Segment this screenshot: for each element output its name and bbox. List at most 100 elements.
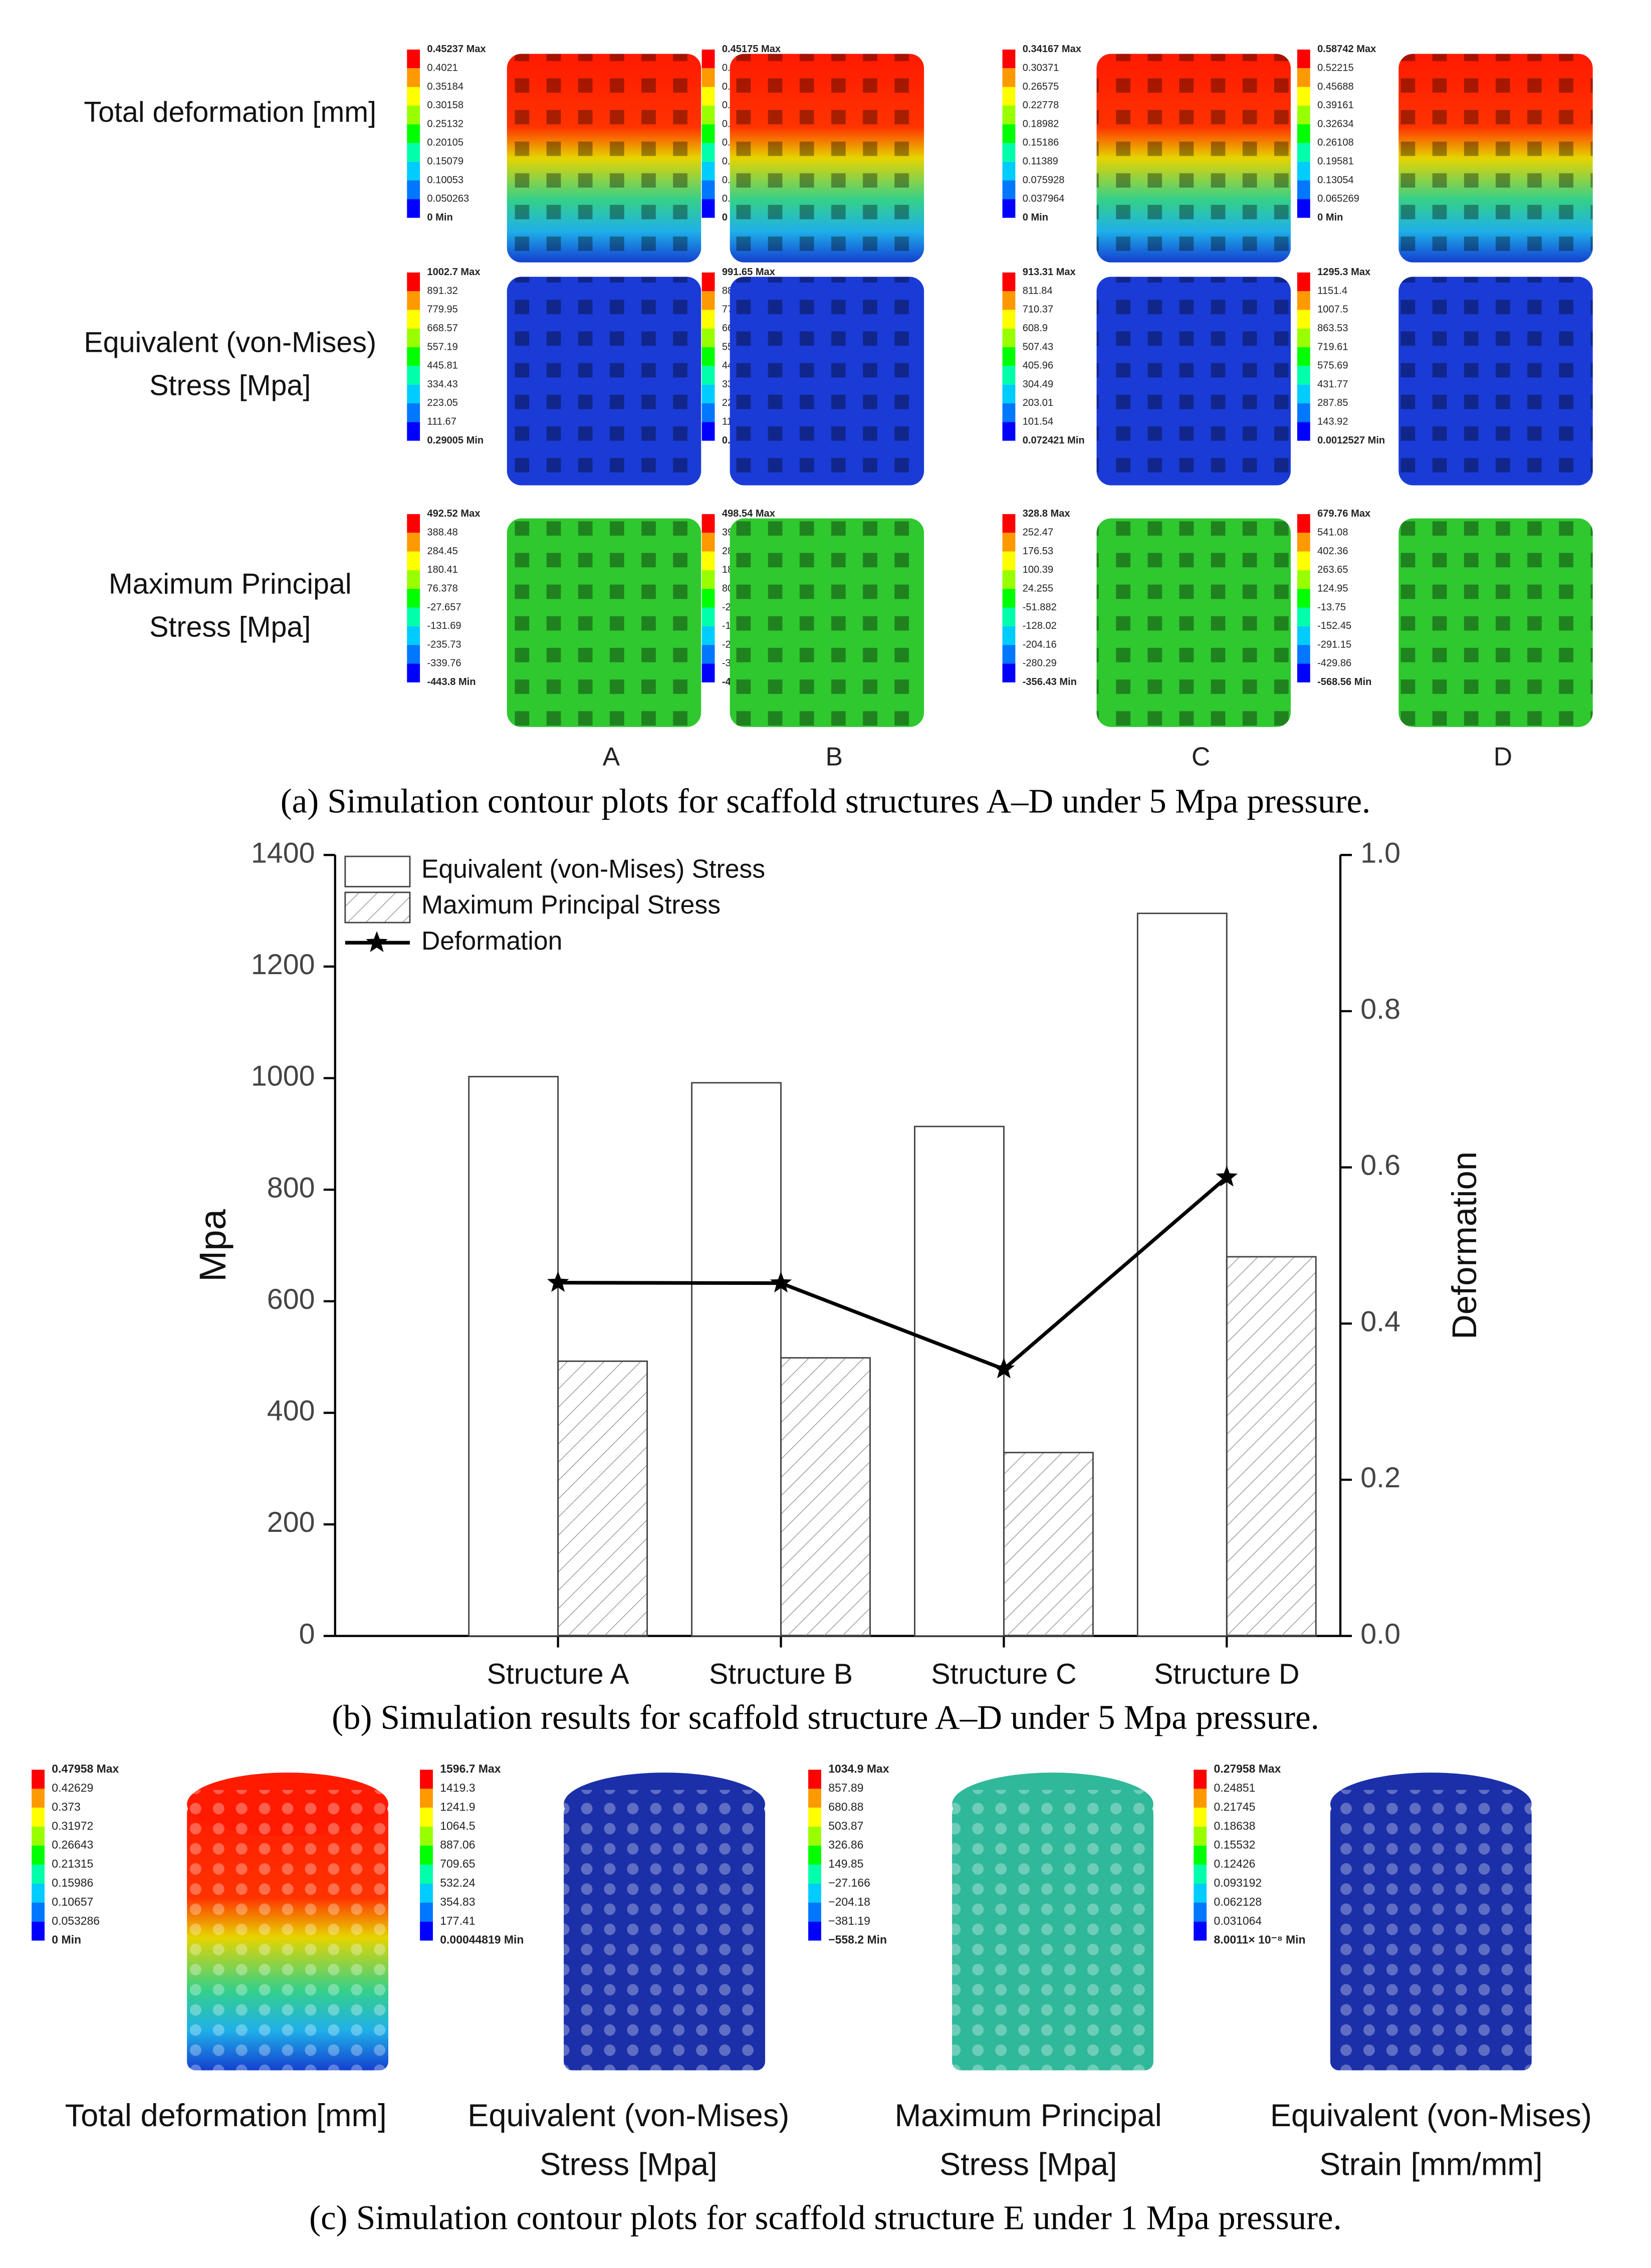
colorbar-segment <box>701 366 715 385</box>
colorbar-segment <box>407 514 420 533</box>
colorbar-segment <box>407 291 420 310</box>
colorbar-segment <box>701 533 715 552</box>
legend-label: 913.31 Max <box>1023 267 1076 278</box>
legend-label: 680.88 <box>828 1800 863 1813</box>
legend-label: 0.15079 <box>427 156 463 167</box>
bar <box>780 1357 871 1637</box>
colorbar-segment <box>1002 291 1016 310</box>
bar <box>1226 1256 1317 1637</box>
colorbar-segment <box>1002 589 1016 608</box>
column-label: B <box>825 742 842 771</box>
colorbar-segment <box>407 384 420 403</box>
colorbar-segment <box>420 1865 433 1884</box>
legend-label: 252.47 <box>1023 527 1053 538</box>
legend-label: −27.166 <box>828 1876 870 1889</box>
colorbar-segment <box>701 551 715 570</box>
colorbar-segment <box>808 1921 821 1941</box>
legend-label: -356.43 Min <box>1023 676 1077 688</box>
bar <box>557 1360 648 1637</box>
lattice-overlay <box>187 1789 388 2071</box>
legend-label: 0.072421 Min <box>1023 435 1085 446</box>
marker <box>1216 1166 1238 1187</box>
lattice-overlay <box>507 54 701 263</box>
colorbar-segment <box>32 1902 45 1922</box>
colorbar-segment <box>407 105 420 125</box>
colorbar-segment <box>1297 589 1310 608</box>
legend-label: 608.9 <box>1023 323 1048 334</box>
legend-swatch <box>344 891 411 924</box>
legend-label: 507.43 <box>1023 341 1053 352</box>
legend-label: -128.02 <box>1023 620 1057 631</box>
colorbar-segment <box>1002 310 1016 329</box>
lattice-overlay <box>1398 518 1593 727</box>
legend-label: 334.43 <box>427 379 457 390</box>
colorbar-segment <box>701 645 715 664</box>
legend-label: 0.15986 <box>52 1876 93 1889</box>
lattice-overlay <box>1096 277 1291 486</box>
y2-tick-label: 1.0 <box>1360 837 1400 869</box>
legend-label: 0.18638 <box>1214 1819 1255 1832</box>
caption: (a) Simulation contour plots for scaffol… <box>281 782 1370 820</box>
colorbar-segment <box>701 328 715 347</box>
legend-label: 0.32634 <box>1317 118 1354 129</box>
colorbar-segment <box>701 291 715 310</box>
lattice-overlay <box>507 518 701 727</box>
legend-label: 0.25132 <box>427 118 463 129</box>
colorbar-segment <box>32 1788 45 1808</box>
colorbar-segment <box>1194 1921 1207 1941</box>
colorbar-segment <box>701 663 715 683</box>
legend-label: Maximum Principal Stress <box>421 890 721 919</box>
colorbar-segment <box>32 1865 45 1884</box>
legend-label: -51.882 <box>1023 602 1057 613</box>
colorbar-segment <box>1002 422 1016 441</box>
legend-label: 0.00044819 Min <box>440 1933 524 1946</box>
y-tick-label: 1400 <box>251 837 315 869</box>
legend-label: 445.81 <box>427 360 457 371</box>
colorbar-segment <box>1194 1827 1207 1846</box>
colorbar-segment <box>808 1846 821 1865</box>
colorbar-segment <box>407 570 420 589</box>
lattice-overlay <box>564 1789 765 2071</box>
legend-label: 0.42629 <box>52 1781 93 1794</box>
colorbar-segment <box>701 403 715 422</box>
legend-label: −381.19 <box>828 1914 870 1927</box>
colorbar-segment <box>1194 1807 1207 1827</box>
legend-label: -152.45 <box>1317 620 1351 631</box>
bar <box>1136 913 1228 1637</box>
legend-label: 304.49 <box>1023 379 1053 390</box>
colorbar-segment <box>407 49 420 69</box>
colorbar-segment <box>407 626 420 645</box>
legend-label: 0.31972 <box>52 1819 93 1832</box>
colorbar-segment <box>1297 607 1310 626</box>
colorbar-segment <box>808 1883 821 1903</box>
colorbar-segment <box>701 626 715 645</box>
legend-label: 328.8 Max <box>1023 508 1071 519</box>
colorbar-segment <box>808 1807 821 1827</box>
y-tick-label: 400 <box>267 1395 315 1427</box>
lattice-overlay <box>952 1789 1153 2071</box>
colorbar-segment <box>1297 161 1310 181</box>
colorbar-segment <box>1297 422 1310 441</box>
legend-label: 532.24 <box>440 1876 475 1889</box>
column-label: A <box>603 742 620 771</box>
colorbar-segment <box>407 347 420 366</box>
legend-label: 354.83 <box>440 1895 475 1908</box>
colorbar-segment <box>1297 180 1310 199</box>
colorbar-segment <box>1297 328 1310 347</box>
y2-tick-label: 0.2 <box>1360 1462 1400 1494</box>
legend-label: 0 Min <box>1317 212 1343 223</box>
colorbar-segment <box>701 161 715 181</box>
model-label: Maximum Principal <box>895 2098 1162 2133</box>
lattice-overlay <box>1398 277 1593 486</box>
legend-label: 1002.7 Max <box>427 267 481 278</box>
colorbar-segment <box>1194 1883 1207 1903</box>
legend-label: −558.2 Min <box>828 1933 887 1946</box>
legend-label: 503.87 <box>828 1819 863 1832</box>
legend-label: Equivalent (von-Mises) Stress <box>421 854 765 883</box>
model-label: Stress [Mpa] <box>939 2147 1117 2182</box>
legend-label: 719.61 <box>1317 341 1348 352</box>
legend-label: -13.75 <box>1317 602 1346 613</box>
colorbar-segment <box>701 68 715 87</box>
legend-label: -568.56 Min <box>1317 676 1371 688</box>
